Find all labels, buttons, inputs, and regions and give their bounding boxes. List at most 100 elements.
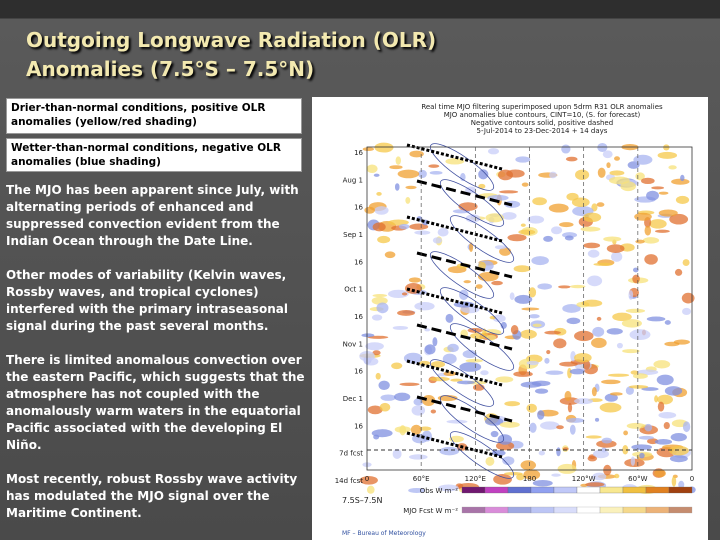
shade (649, 219, 667, 229)
shade (399, 382, 420, 386)
shade (380, 394, 397, 401)
shade (430, 409, 437, 414)
shade (389, 165, 403, 170)
shade (682, 421, 691, 433)
shade (515, 156, 531, 163)
shade (543, 235, 553, 242)
shade (622, 349, 640, 354)
shade (516, 473, 525, 481)
shade (601, 437, 613, 444)
shade (602, 150, 613, 159)
shade (395, 156, 402, 165)
shade (628, 385, 649, 389)
shade (674, 268, 683, 276)
shade (601, 379, 621, 385)
shade (629, 329, 651, 341)
shade (574, 353, 592, 363)
shade (606, 328, 623, 335)
shade (610, 392, 623, 396)
colorbar-obs (599, 486, 624, 494)
colorbar-fcst (645, 506, 670, 514)
shade (537, 410, 545, 420)
shade (587, 275, 603, 287)
shade (558, 285, 571, 289)
shade (596, 440, 617, 448)
shade (585, 435, 602, 439)
shade (575, 169, 590, 181)
shade (569, 368, 585, 375)
shade (614, 473, 620, 479)
shade (398, 223, 410, 230)
colorbar-fcst (461, 506, 486, 514)
shade (514, 294, 533, 304)
shade (421, 430, 432, 442)
shade (364, 206, 375, 214)
shade (641, 177, 655, 184)
shade (632, 267, 639, 273)
shade (571, 197, 590, 208)
shade (591, 337, 607, 348)
shade (409, 223, 429, 230)
shade (453, 301, 475, 308)
shade (669, 445, 689, 456)
shade (411, 405, 426, 416)
shade (459, 289, 469, 301)
shade (556, 447, 561, 457)
shade (614, 156, 620, 161)
figure-header: Real time MJO filtering superimposed upo… (421, 103, 663, 111)
shade (363, 357, 379, 366)
shade (562, 304, 581, 313)
paragraph: There is limited anomalous convection ov… (6, 353, 305, 452)
shade (485, 213, 504, 223)
shade (680, 174, 685, 182)
shade (564, 235, 574, 241)
shade (375, 372, 381, 380)
shade (428, 164, 440, 168)
shade (544, 357, 550, 364)
shade (371, 429, 393, 438)
colorbar-fcst (576, 506, 601, 514)
shade (391, 362, 403, 370)
mjo-phase (416, 179, 513, 207)
shade (569, 424, 576, 435)
shade (585, 482, 605, 487)
shade (633, 154, 653, 165)
shade (450, 378, 463, 382)
shade (521, 307, 540, 311)
title-line: Anomalies (7.5°S – 7.5°N) (26, 57, 315, 81)
shade (486, 334, 497, 341)
shade (397, 169, 420, 179)
shade (457, 380, 475, 385)
mjo-contour (449, 431, 515, 479)
shade (394, 426, 411, 433)
shade (608, 373, 630, 377)
shade (664, 320, 671, 325)
shade (557, 463, 577, 474)
shade (393, 392, 411, 402)
shade (565, 156, 578, 162)
shade (366, 164, 378, 173)
y-label: 16 (354, 149, 363, 157)
shade (359, 475, 378, 485)
shade (531, 380, 551, 387)
shade (528, 287, 537, 298)
shade (597, 142, 608, 152)
shade (528, 314, 540, 319)
shade (549, 171, 557, 179)
shade (621, 319, 642, 328)
shade (654, 469, 666, 478)
shade (367, 405, 383, 415)
shade (669, 455, 688, 463)
shade (520, 223, 526, 227)
shade (566, 317, 581, 325)
mjo-phase (406, 287, 503, 315)
mjo-phase (406, 359, 503, 387)
shade (446, 419, 468, 424)
y-label: Dec 1 (343, 395, 363, 403)
shade (603, 236, 622, 242)
shade (470, 332, 489, 340)
shade (658, 411, 677, 419)
shade (599, 402, 622, 413)
shade (553, 338, 567, 349)
figure-annotations: Real time MJO filtering superimposed upo… (335, 103, 695, 537)
